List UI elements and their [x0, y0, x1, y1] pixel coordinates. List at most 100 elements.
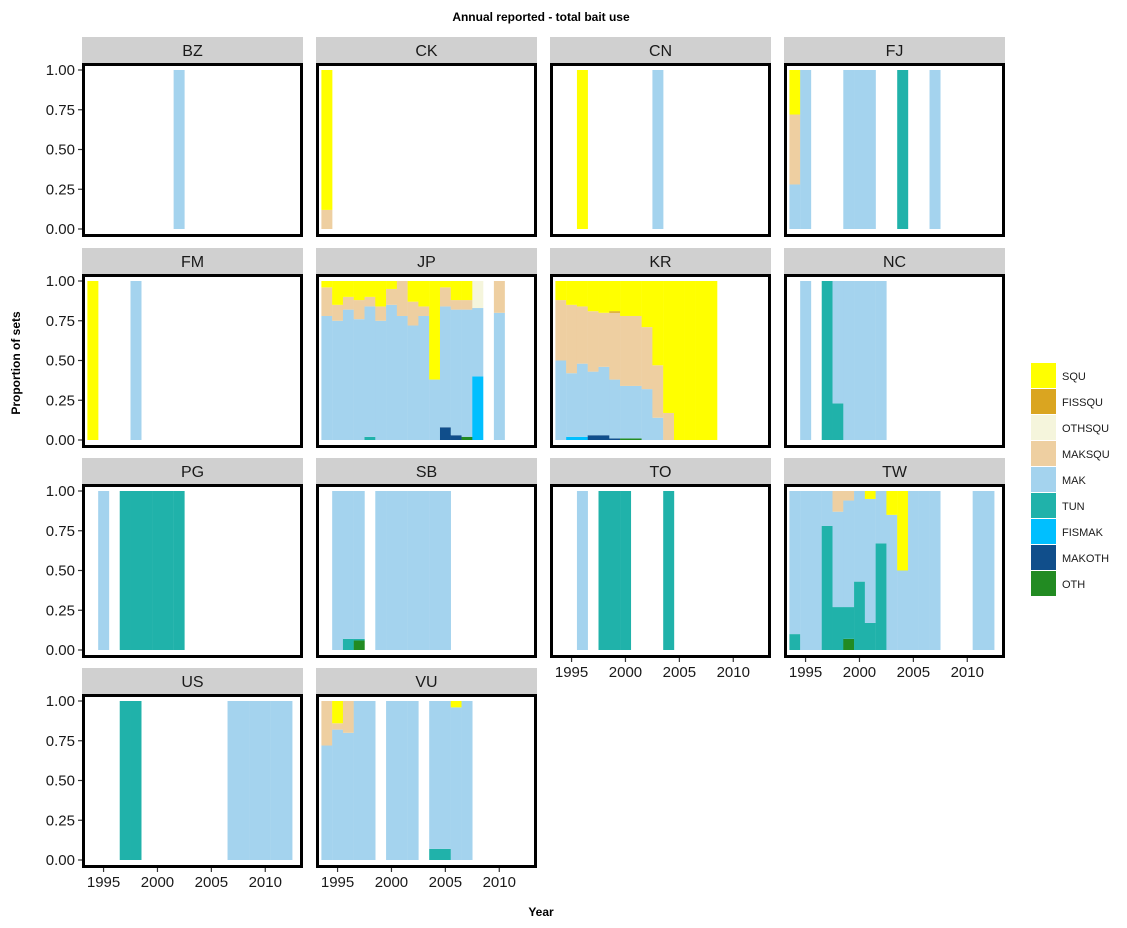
plot-area: [82, 484, 303, 658]
bar-segment-SQU: [630, 281, 642, 316]
legend-label: MAK: [1062, 475, 1087, 487]
bar-segment-MAK: [854, 491, 866, 582]
panel-border: [784, 484, 1005, 658]
bar-segment-MAK: [439, 491, 451, 650]
bar-segment-MAKSQU: [386, 288, 398, 305]
bar-segment-TUN: [173, 491, 185, 650]
bar-segment-MAKSQU: [652, 365, 664, 418]
legend-swatch: [1031, 441, 1056, 466]
panel-border: [784, 274, 1005, 448]
legend: SQU FISSQU OTHSQU MAKSQU MAK TUN FISMAK MAKOTH O…: [1031, 363, 1110, 596]
facet-panels: BZ 0.00 0.25 0.50 0.75 1.00 CK CN FJ FM 0.00 0.25 0.…: [46, 37, 1005, 891]
bar-segment-SQU: [429, 281, 441, 380]
facet-strip: [550, 248, 771, 274]
bar-segment-MAK: [238, 701, 250, 860]
bar-segment-TUN: [119, 491, 131, 650]
chart-title: Annual reported - total bait use: [452, 10, 630, 24]
bar-segment-SQU: [87, 281, 99, 440]
y-tick-label: 0.75: [46, 523, 75, 540]
bar-segment-MAK: [461, 309, 473, 437]
bar-segment-MAK: [493, 312, 505, 440]
panel-border: [82, 484, 303, 658]
legend-item-MAK: MAK: [1031, 467, 1087, 492]
facet-label: PG: [181, 464, 204, 481]
bar-segment-SQU: [321, 70, 333, 210]
y-axis-label: Proportion of sets: [9, 311, 23, 415]
bar-segment-MAK: [897, 570, 909, 650]
bar-segment-MAK: [800, 70, 812, 229]
legend-swatch: [1031, 519, 1056, 544]
y-tick-label: 0.50: [46, 142, 75, 159]
bar-segment-SQU: [386, 281, 398, 289]
bar-segment-MAK: [342, 491, 354, 639]
bar-segment-SQU: [418, 281, 430, 307]
facet-panel-NC: NC: [784, 248, 1005, 448]
facet-label: KR: [649, 254, 671, 271]
bar-segment-TUN: [152, 491, 164, 650]
bar-segment-MAK: [386, 304, 398, 440]
panel-border: [82, 694, 303, 868]
facet-panel-VU: VU 1995 2000 2005 2010: [316, 668, 537, 891]
bar-segment-MAK: [173, 70, 185, 229]
bar-segment-SQU: [673, 281, 685, 440]
bar-segment-MAK: [130, 281, 142, 440]
facet-panel-KR: KR: [550, 248, 771, 448]
bar-segment-MAK: [439, 701, 451, 849]
x-tick-label: 2005: [663, 664, 696, 681]
legend-label: FISMAK: [1062, 527, 1104, 539]
bar-segment-MAK: [875, 491, 887, 544]
x-tick-label: 2000: [609, 664, 642, 681]
panel-border: [550, 63, 771, 237]
bar-segment-MAK: [259, 701, 271, 860]
bar-segment-SQU: [886, 491, 898, 515]
bar-segment-TUN: [663, 491, 675, 650]
bar-segment-MAK: [249, 701, 261, 860]
y-tick-label: 0.25: [46, 392, 75, 409]
bar-segment-TUN: [789, 634, 801, 650]
legend-label: MAKOTH: [1062, 553, 1109, 565]
panel-border: [316, 274, 537, 448]
bar-segment-MAK: [864, 70, 876, 229]
bar-segment-SQU: [555, 281, 567, 301]
bar-segment-MAKSQU: [555, 300, 567, 361]
bar-segment-MAK: [429, 379, 441, 440]
panel-border: [316, 63, 537, 237]
bar-segment-OTH: [620, 438, 632, 440]
bar-segment-SQU: [789, 70, 801, 115]
y-tick-label: 0.25: [46, 181, 75, 198]
bar-segment-MAK: [918, 491, 930, 650]
facet-panel-JP: JP: [316, 248, 537, 448]
bar-segment-MAK: [407, 491, 419, 650]
bar-segment-MAKOTH: [587, 435, 599, 440]
bar-segment-TUN: [609, 491, 621, 650]
y-tick-label: 1.00: [46, 693, 75, 710]
y-tick-label: 0.50: [46, 773, 75, 790]
bar-segment-SQU: [461, 281, 473, 301]
bar-segment-OTH: [843, 638, 855, 650]
bar-segment-MAKSQU: [321, 701, 333, 746]
bar-segment-MAKSQU: [630, 315, 642, 386]
bar-segment-SQU: [353, 281, 365, 301]
bar-segment-SQU: [407, 281, 419, 302]
bar-segment-MAKSQU: [587, 311, 599, 372]
facet-panel-FJ: FJ: [784, 37, 1005, 237]
bar-segment-MAK: [396, 491, 408, 650]
legend-label: OTH: [1062, 579, 1085, 591]
facet-strip: [550, 458, 771, 484]
bar-segment-SQU: [321, 281, 333, 288]
legend-swatch: [1031, 389, 1056, 414]
bar-segment-SQU: [641, 281, 653, 328]
bar-segment-MAKSQU: [407, 301, 419, 326]
bar-segment-MAK: [800, 491, 812, 650]
bar-segment-MAKOTH: [450, 435, 462, 440]
bar-segment-MAKSQU: [375, 306, 387, 321]
facet-label: CN: [649, 43, 672, 60]
bar-segment-MAK: [886, 514, 898, 650]
facet-strip: [316, 248, 537, 274]
facet-label: CK: [415, 43, 438, 60]
y-tick-label: 0.00: [46, 221, 75, 238]
bar-segment-MAK: [652, 417, 664, 440]
bar-segment-MAK: [364, 306, 376, 437]
bar-segment-FISSQU: [609, 311, 621, 313]
panel-border: [316, 484, 537, 658]
